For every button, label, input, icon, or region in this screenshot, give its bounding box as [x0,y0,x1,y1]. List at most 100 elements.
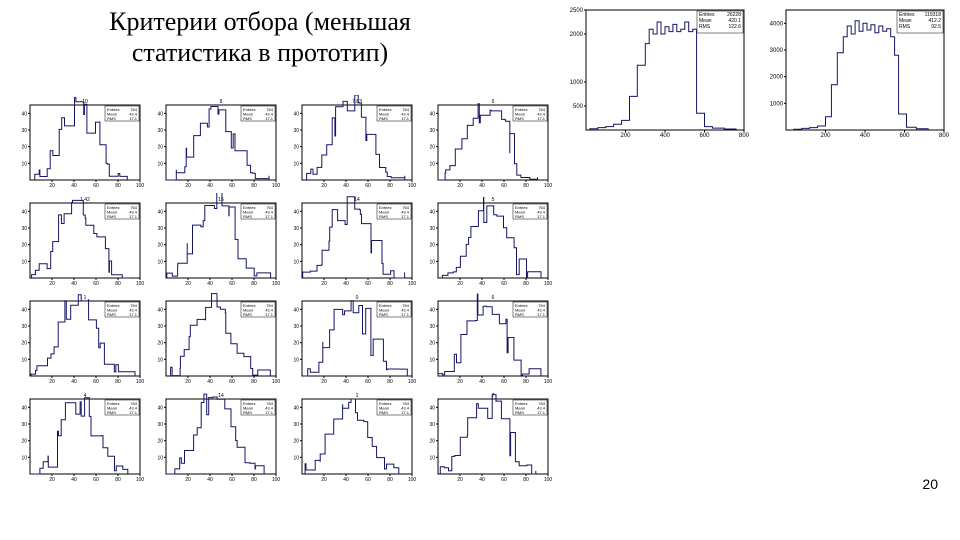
svg-text:7.83: 7.83 [352,99,362,105]
svg-text:RMS: RMS [243,116,252,121]
histogram-plot: 20406080100102030405Entries764Mean43.4RM… [420,193,552,288]
svg-text:100: 100 [272,281,280,287]
svg-text:600: 600 [699,133,710,139]
svg-text:RMS: RMS [107,312,116,317]
svg-text:20: 20 [157,145,163,151]
svg-text:4000: 4000 [770,21,784,27]
svg-text:20: 20 [321,477,327,483]
svg-text:20: 20 [293,145,299,151]
svg-text:20: 20 [429,439,435,445]
svg-text:40: 40 [479,281,485,287]
svg-text:10: 10 [293,357,299,363]
svg-text:60: 60 [365,183,371,189]
histogram-plot: 20406080100102030407Entries764Mean43.4RM… [420,389,552,484]
svg-text:60: 60 [501,183,507,189]
svg-text:20: 20 [457,477,463,483]
svg-text:100: 100 [544,281,552,287]
svg-text:40: 40 [293,209,299,215]
svg-text:RMS: RMS [243,410,252,415]
svg-text:30: 30 [157,324,163,330]
svg-text:17.1: 17.1 [265,214,274,219]
svg-text:RMS: RMS [243,214,252,219]
svg-text:20: 20 [157,243,163,249]
svg-text:400: 400 [660,133,671,139]
svg-text:10: 10 [293,259,299,265]
svg-text:100: 100 [136,477,144,483]
svg-text:30: 30 [429,128,435,134]
histogram-plot: 204060801001020304014Entries764Mean43.4R… [148,389,280,484]
svg-text:17.1: 17.1 [265,116,274,121]
svg-text:500: 500 [573,104,584,110]
svg-text:2000: 2000 [770,75,784,81]
svg-text:40: 40 [429,111,435,117]
svg-text:RMS: RMS [107,116,116,121]
svg-text:100: 100 [136,183,144,189]
svg-text:20: 20 [185,183,191,189]
svg-text:20: 20 [157,439,163,445]
histogram-plot: 20406080100102030401Entries764Mean43.4RM… [12,291,144,386]
svg-text:20: 20 [185,477,191,483]
svg-text:20: 20 [429,145,435,151]
svg-text:40: 40 [21,307,27,313]
svg-text:1: 1 [84,295,87,301]
svg-text:17.1: 17.1 [129,410,138,415]
svg-text:20: 20 [429,243,435,249]
svg-text:20: 20 [21,145,27,151]
svg-text:100: 100 [272,379,280,385]
svg-text:40: 40 [479,379,485,385]
svg-text:10: 10 [429,259,435,265]
svg-text:20: 20 [321,183,327,189]
svg-text:30: 30 [293,422,299,428]
svg-text:200: 200 [820,133,831,139]
svg-text:60: 60 [365,477,371,483]
svg-text:40: 40 [71,183,77,189]
svg-text:40: 40 [157,405,163,411]
svg-text:10: 10 [21,161,27,167]
svg-text:10: 10 [157,455,163,461]
svg-text:60: 60 [229,477,235,483]
svg-text:40: 40 [207,281,213,287]
svg-text:400: 400 [860,133,871,139]
svg-text:800: 800 [739,133,750,139]
svg-text:17.1: 17.1 [401,116,410,121]
svg-text:30: 30 [157,422,163,428]
svg-text:30: 30 [21,324,27,330]
svg-text:40: 40 [71,379,77,385]
svg-text:80: 80 [115,183,121,189]
svg-text:60: 60 [501,379,507,385]
svg-text:40: 40 [429,209,435,215]
svg-text:100: 100 [272,477,280,483]
svg-text:40: 40 [343,379,349,385]
svg-text:10: 10 [21,455,27,461]
svg-text:10: 10 [429,161,435,167]
svg-text:20: 20 [457,281,463,287]
svg-text:60: 60 [365,281,371,287]
svg-text:RMS: RMS [379,214,388,219]
svg-text:80: 80 [115,379,121,385]
svg-text:RMS: RMS [515,116,524,121]
svg-text:200: 200 [620,133,631,139]
svg-text:1: 1 [356,393,359,399]
svg-text:6: 6 [492,295,495,301]
svg-text:10: 10 [157,357,163,363]
svg-text:40: 40 [343,281,349,287]
svg-text:40: 40 [207,477,213,483]
svg-text:10: 10 [429,357,435,363]
svg-text:17.1: 17.1 [401,312,410,317]
svg-text:40: 40 [479,477,485,483]
svg-text:100: 100 [272,183,280,189]
svg-text:0: 0 [356,295,359,301]
histogram-plot: 20406080100102030406Entries764Mean43.4RM… [420,95,552,190]
svg-text:30: 30 [293,128,299,134]
svg-text:40: 40 [479,183,485,189]
svg-text:30: 30 [429,422,435,428]
page-number: 20 [922,476,938,492]
svg-text:40: 40 [207,379,213,385]
svg-text:10: 10 [21,259,27,265]
svg-text:40: 40 [293,307,299,313]
histogram-plot: 20406080100102030406Entries764Mean43.4RM… [420,291,552,386]
svg-text:40: 40 [343,477,349,483]
svg-text:60: 60 [365,379,371,385]
svg-text:80: 80 [523,281,529,287]
svg-text:RMS: RMS [107,214,116,219]
